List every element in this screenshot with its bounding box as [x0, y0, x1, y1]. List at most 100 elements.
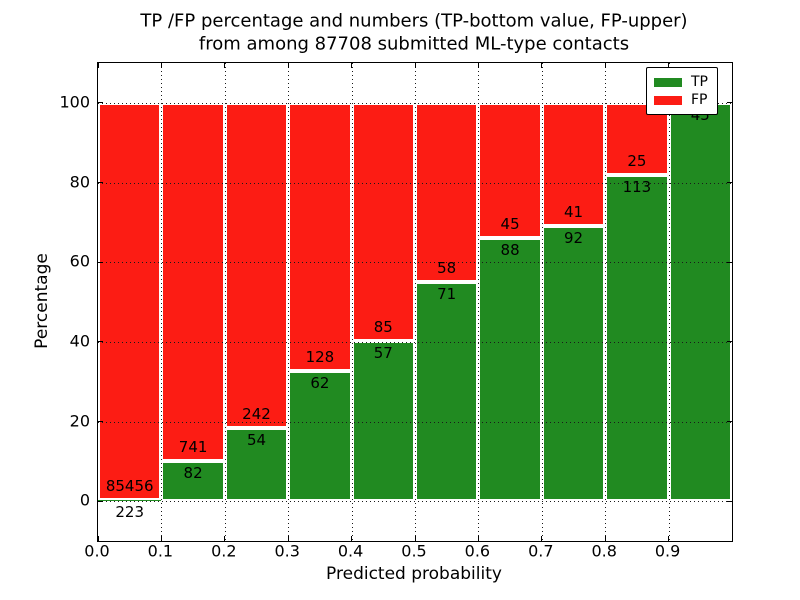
bar-fp-segment	[478, 102, 542, 238]
bar-tp-count-label: 92	[563, 228, 584, 247]
y-tick-mark	[727, 500, 732, 502]
legend-item-fp: FP	[654, 91, 717, 109]
x-tick-mark	[351, 63, 353, 68]
x-tick-label: 0.5	[401, 541, 427, 561]
y-tick-mark	[727, 102, 732, 104]
bar-fp-count-label: 128	[305, 348, 335, 367]
gridline-vertical	[415, 63, 416, 541]
y-tick-label: 40	[69, 331, 90, 351]
x-tick-mark	[414, 536, 416, 541]
x-tick-mark	[731, 536, 733, 541]
x-tick-label: 0.1	[147, 541, 174, 561]
x-tick-mark	[541, 536, 543, 541]
y-tick-mark	[98, 182, 103, 183]
y-tick-mark	[727, 261, 732, 263]
bar-fp-count-label: 25	[627, 151, 647, 170]
gridline-vertical	[288, 63, 290, 541]
x-tick-mark	[604, 63, 606, 68]
fp-color-swatch	[654, 95, 682, 105]
legend-item-tp: TP	[654, 73, 717, 91]
y-tick-mark	[98, 341, 103, 343]
bar-tp-segment	[288, 371, 352, 502]
y-tick-label: 20	[69, 411, 90, 430]
bar-tp-count-label: 71	[437, 284, 457, 303]
y-tick-mark	[98, 102, 103, 104]
bar-tp-count-label: 223	[115, 503, 145, 522]
x-axis-label: Predicted probability	[326, 564, 502, 584]
x-tick-label: 0.6	[464, 541, 491, 561]
x-tick-mark	[224, 63, 226, 68]
x-tick-label: 0.9	[654, 541, 681, 561]
legend-label-fp: FP	[691, 92, 708, 108]
bar-fp-count-label: 85	[373, 318, 393, 337]
chart-title-line1: TP /FP percentage and numbers (TP-bottom…	[140, 10, 688, 32]
bar-tp-segment	[605, 174, 669, 502]
bar-fp-count-label: 58	[437, 258, 457, 277]
bar-fp-segment	[415, 102, 479, 282]
x-tick-mark	[414, 63, 416, 68]
x-tick-mark	[604, 536, 606, 541]
x-tick-label: 0.4	[337, 541, 364, 561]
bar-tp-segment	[541, 225, 606, 502]
y-tick-mark	[98, 261, 103, 263]
x-tick-label: 0.2	[211, 541, 237, 561]
y-axis-label: Percentage	[32, 253, 52, 349]
x-tick-mark	[351, 536, 353, 541]
bar-fp-segment	[541, 102, 606, 226]
gridline-vertical	[351, 63, 353, 541]
bar-tp-segment	[224, 428, 289, 502]
y-tick-label: 60	[69, 251, 90, 271]
x-tick-label: 0.3	[274, 541, 300, 561]
y-tick-mark	[98, 421, 103, 422]
bar-tp-count-label: 54	[246, 431, 267, 450]
x-tick-mark	[668, 63, 670, 68]
x-tick-label: 0.7	[528, 541, 554, 561]
x-tick-mark	[224, 536, 226, 541]
x-tick-mark	[668, 536, 670, 541]
gridline-vertical	[605, 63, 607, 541]
x-tick-mark	[287, 63, 289, 68]
bar-fp-segment	[288, 102, 352, 372]
bar-tp-segment	[668, 102, 732, 502]
x-tick-mark	[287, 536, 289, 541]
x-tick-mark	[731, 63, 733, 68]
x-tick-label: 0.0	[84, 541, 110, 561]
bar-tp-count-label: 88	[500, 240, 520, 259]
y-tick-label: 100	[59, 92, 90, 112]
x-tick-mark	[97, 63, 99, 68]
bar-fp-count-label: 741	[178, 438, 208, 457]
y-tick-label: 80	[69, 172, 90, 191]
x-tick-mark	[160, 63, 162, 68]
y-tick-mark	[727, 182, 732, 183]
bar-fp-segment	[161, 102, 225, 462]
bar-fp-count-label: 45	[500, 214, 520, 233]
x-tick-mark	[97, 536, 99, 541]
gridline-vertical	[224, 63, 226, 541]
y-tick-label: 0	[79, 490, 90, 510]
gridline-vertical	[478, 63, 480, 541]
bar-fp-count-label: 41	[563, 202, 584, 221]
y-tick-mark	[727, 421, 732, 422]
bar-tp-segment	[478, 237, 542, 502]
legend: TP FP	[646, 67, 718, 115]
gridline-vertical	[161, 63, 163, 541]
x-tick-label: 0.8	[591, 541, 617, 561]
bar-tp-segment	[161, 461, 225, 502]
bar-tp-count-label: 57	[373, 344, 393, 363]
bar-fp-segment	[98, 102, 162, 501]
chart-title-line2: from among 87708 submitted ML-type conta…	[198, 33, 630, 55]
bar-fp-count-label: 242	[242, 405, 271, 424]
bar-tp-segment	[98, 500, 162, 502]
legend-label-tp: TP	[691, 74, 708, 90]
bar-fp-segment	[351, 102, 415, 342]
y-tick-mark	[727, 341, 732, 343]
bar-fp-segment	[224, 102, 289, 429]
gridline-vertical	[541, 63, 543, 541]
bar-fp-count-label: 85456	[105, 477, 154, 496]
bar-tp-count-label: 82	[183, 464, 203, 483]
bar-tp-segment	[415, 281, 479, 502]
x-tick-mark	[477, 63, 479, 68]
gridline-vertical	[668, 63, 670, 541]
x-tick-mark	[160, 536, 162, 541]
